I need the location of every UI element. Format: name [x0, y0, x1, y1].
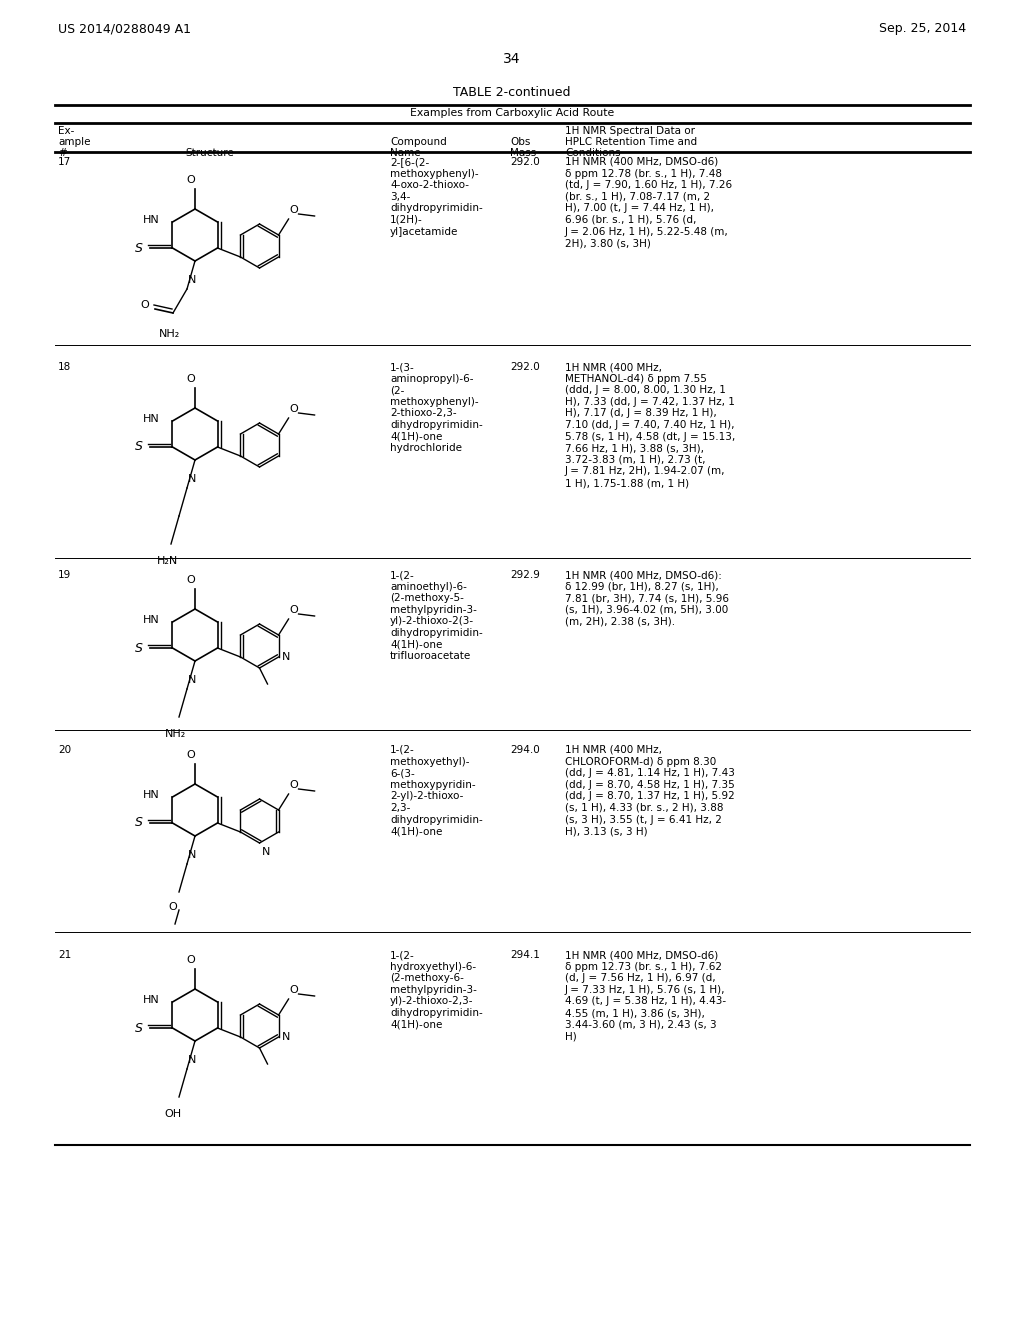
Text: O: O: [290, 605, 298, 615]
Text: O: O: [140, 300, 150, 310]
Text: Sep. 25, 2014: Sep. 25, 2014: [879, 22, 966, 36]
Text: N: N: [261, 847, 270, 857]
Text: S: S: [134, 642, 142, 655]
Text: O: O: [290, 985, 298, 995]
Text: 294.0: 294.0: [510, 744, 540, 755]
Text: Examples from Carboxylic Acid Route: Examples from Carboxylic Acid Route: [410, 108, 614, 117]
Text: 1H NMR (400 MHz,
CHLOROFORM-d) δ ppm 8.30
(dd, J = 4.81, 1.14 Hz, 1 H), 7.43
(dd: 1H NMR (400 MHz, CHLOROFORM-d) δ ppm 8.3…: [565, 744, 735, 836]
Text: O: O: [186, 750, 196, 760]
Text: 2-[6-(2-
methoxyphenyl)-
4-oxo-2-thioxo-
3,4-
dihydropyrimidin-
1(2H)-
yl]acetam: 2-[6-(2- methoxyphenyl)- 4-oxo-2-thioxo-…: [390, 157, 482, 236]
Text: Ex-: Ex-: [58, 125, 75, 136]
Text: 1H NMR (400 MHz, DMSO-d6):
δ 12.99 (br, 1H), 8.27 (s, 1H),
7.81 (br, 3H), 7.74 (: 1H NMR (400 MHz, DMSO-d6): δ 12.99 (br, …: [565, 570, 729, 627]
Text: 1-(2-
methoxyethyl)-
6-(3-
methoxypyridin-
2-yl)-2-thioxo-
2,3-
dihydropyrimidin: 1-(2- methoxyethyl)- 6-(3- methoxypyridi…: [390, 744, 482, 836]
Text: O: O: [186, 176, 196, 185]
Text: N: N: [187, 275, 197, 285]
Text: Mass: Mass: [510, 148, 537, 158]
Text: O: O: [169, 902, 177, 912]
Text: O: O: [290, 205, 298, 215]
Text: 34: 34: [503, 51, 521, 66]
Text: Name: Name: [390, 148, 421, 158]
Text: 1-(3-
aminopropyl)-6-
(2-
methoxyphenyl)-
2-thioxo-2,3-
dihydropyrimidin-
4(1H)-: 1-(3- aminopropyl)-6- (2- methoxyphenyl)…: [390, 362, 482, 453]
Text: NH₂: NH₂: [159, 329, 179, 339]
Text: 292.9: 292.9: [510, 570, 540, 579]
Text: 18: 18: [58, 362, 72, 372]
Text: Structure: Structure: [185, 148, 234, 158]
Text: #: #: [58, 148, 67, 158]
Text: 17: 17: [58, 157, 72, 168]
Text: HN: HN: [142, 414, 160, 424]
Text: O: O: [186, 576, 196, 585]
Text: S: S: [134, 1022, 142, 1035]
Text: HN: HN: [142, 789, 160, 800]
Text: TABLE 2-continued: TABLE 2-continued: [454, 86, 570, 99]
Text: Conditions: Conditions: [565, 148, 621, 158]
Text: NH₂: NH₂: [165, 729, 185, 739]
Text: O: O: [290, 404, 298, 414]
Text: HPLC Retention Time and: HPLC Retention Time and: [565, 137, 697, 147]
Text: US 2014/0288049 A1: US 2014/0288049 A1: [58, 22, 191, 36]
Text: 294.1: 294.1: [510, 950, 540, 960]
Text: 1-(2-
aminoethyl)-6-
(2-methoxy-5-
methylpyridin-3-
yl)-2-thioxo-2(3-
dihydropyr: 1-(2- aminoethyl)-6- (2-methoxy-5- methy…: [390, 570, 482, 661]
Text: Compound: Compound: [390, 137, 446, 147]
Text: S: S: [134, 441, 142, 454]
Text: 1H NMR Spectral Data or: 1H NMR Spectral Data or: [565, 125, 695, 136]
Text: O: O: [290, 780, 298, 789]
Text: HN: HN: [142, 995, 160, 1005]
Text: N: N: [187, 1055, 197, 1065]
Text: O: O: [186, 374, 196, 384]
Text: 21: 21: [58, 950, 72, 960]
Text: 292.0: 292.0: [510, 362, 540, 372]
Text: H₂N: H₂N: [157, 556, 177, 566]
Text: 19: 19: [58, 570, 72, 579]
Text: 1-(2-
hydroxyethyl)-6-
(2-methoxy-6-
methylpyridin-3-
yl)-2-thioxo-2,3-
dihydrop: 1-(2- hydroxyethyl)-6- (2-methoxy-6- met…: [390, 950, 482, 1030]
Text: N: N: [282, 1032, 290, 1041]
Text: N: N: [187, 850, 197, 861]
Text: 292.0: 292.0: [510, 157, 540, 168]
Text: N: N: [187, 675, 197, 685]
Text: N: N: [282, 652, 290, 663]
Text: OH: OH: [165, 1109, 181, 1119]
Text: O: O: [186, 954, 196, 965]
Text: 20: 20: [58, 744, 71, 755]
Text: HN: HN: [142, 215, 160, 224]
Text: N: N: [187, 474, 197, 484]
Text: HN: HN: [142, 615, 160, 624]
Text: Obs: Obs: [510, 137, 530, 147]
Text: ample: ample: [58, 137, 90, 147]
Text: S: S: [134, 817, 142, 829]
Text: 1H NMR (400 MHz, DMSO-d6)
δ ppm 12.78 (br. s., 1 H), 7.48
(td, J = 7.90, 1.60 Hz: 1H NMR (400 MHz, DMSO-d6) δ ppm 12.78 (b…: [565, 157, 732, 248]
Text: 1H NMR (400 MHz, DMSO-d6)
δ ppm 12.73 (br. s., 1 H), 7.62
(d, J = 7.56 Hz, 1 H),: 1H NMR (400 MHz, DMSO-d6) δ ppm 12.73 (b…: [565, 950, 726, 1041]
Text: 1H NMR (400 MHz,
METHANOL-d4) δ ppm 7.55
(ddd, J = 8.00, 8.00, 1.30 Hz, 1
H), 7.: 1H NMR (400 MHz, METHANOL-d4) δ ppm 7.55…: [565, 362, 735, 488]
Text: S: S: [134, 242, 142, 255]
